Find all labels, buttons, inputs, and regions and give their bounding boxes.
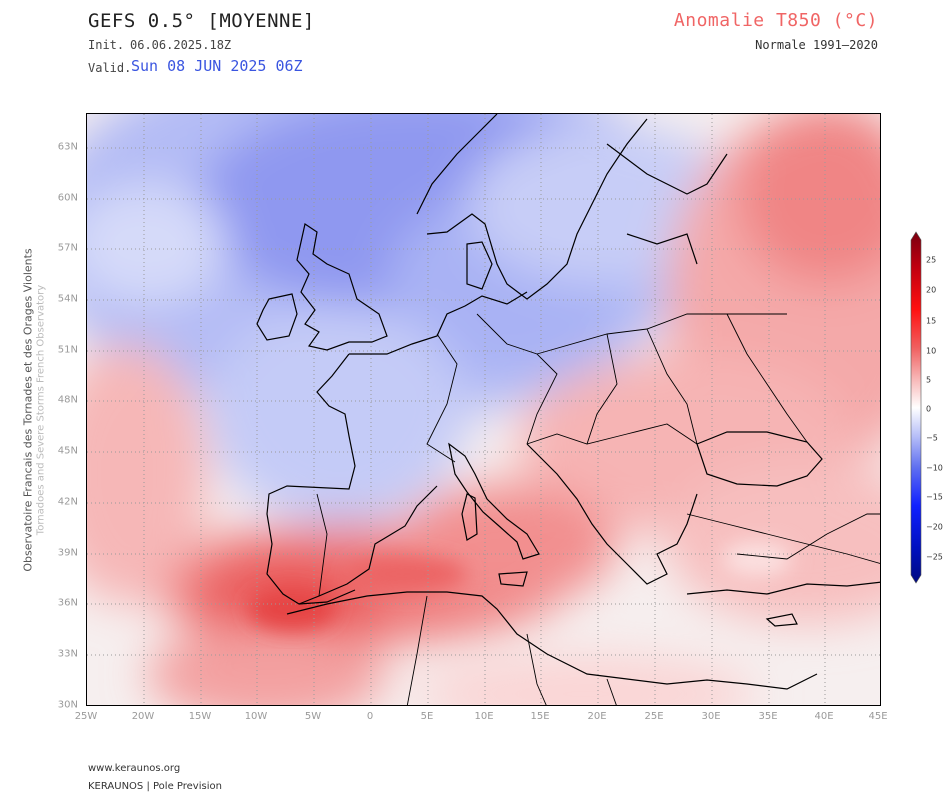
country-borders [316, 313, 880, 705]
lon-label: 45E [868, 711, 888, 722]
colorbar-label: 10 [926, 346, 937, 356]
colorbar-label: −25 [926, 552, 943, 562]
valid-time: Sun 08 JUN 2025 06Z [131, 57, 303, 75]
anomaly-map [86, 113, 881, 706]
observatory-label-en: Tornadoes and Severe Storms French Obser… [35, 284, 47, 536]
lat-label: 30N [57, 699, 78, 711]
colorbar-label: 15 [926, 316, 937, 326]
lat-label: 45N [57, 445, 78, 457]
lon-label: 25E [644, 711, 664, 722]
init-time: 06.06.2025.18Z [130, 38, 232, 52]
lat-label: 36N [57, 597, 78, 609]
lon-label: 35E [758, 711, 778, 722]
lat-label: 48N [57, 394, 78, 406]
parameter-title: Anomalie T850 (°C) [673, 10, 878, 31]
lon-label: 15W [188, 711, 212, 722]
valid-label: Valid. [88, 61, 132, 75]
lon-label: 20W [131, 711, 155, 722]
colorbar-label: −20 [926, 522, 943, 532]
lon-label: 10E [474, 711, 494, 722]
lon-label: 5W [304, 711, 322, 722]
lat-label: 51N [57, 344, 78, 356]
lon-label: 25W [74, 711, 98, 722]
lat-label: 54N [57, 293, 78, 305]
lat-label: 63N [57, 141, 78, 153]
lat-label: 60N [57, 192, 78, 204]
lat-label: 39N [57, 547, 78, 559]
coastlines [256, 114, 880, 690]
colorbar-label: 25 [926, 255, 937, 265]
lat-label: 42N [57, 496, 78, 508]
colorbar-label: 0 [926, 404, 932, 414]
colorbar-label: −10 [926, 463, 943, 473]
colorbar [910, 231, 922, 584]
colorbar-label: −5 [926, 433, 938, 443]
map-canvas [87, 114, 880, 705]
init-label: Init. [88, 38, 125, 52]
lat-label: 57N [57, 242, 78, 254]
lon-label: 30E [701, 711, 721, 722]
lon-label: 40E [814, 711, 834, 722]
colorbar-label: 20 [926, 285, 937, 295]
colorbar-label: 5 [926, 375, 932, 385]
observatory-label: Observatoire Francais des Tornades et de… [21, 248, 35, 572]
colorbar-label: −15 [926, 492, 943, 502]
footer-brand: KERAUNOS | Pole Prevision [88, 781, 222, 792]
lon-label: 5E [420, 711, 434, 722]
normal-period: Normale 1991–2020 [755, 38, 878, 52]
footer-url: www.keraunos.org [88, 763, 181, 774]
lon-label: 10W [244, 711, 268, 722]
lon-label: 20E [587, 711, 607, 722]
anomaly-field [87, 114, 880, 705]
graticule [87, 114, 880, 705]
lon-label: 0 [366, 711, 374, 722]
map-title: GEFS 0.5° [MOYENNE] [88, 10, 315, 32]
lat-label: 33N [57, 648, 78, 660]
lon-label: 15E [530, 711, 550, 722]
